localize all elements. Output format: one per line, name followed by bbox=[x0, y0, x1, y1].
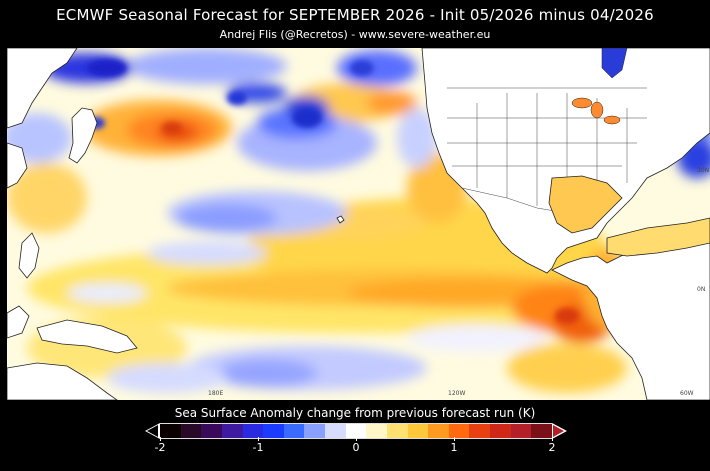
colorbar-segment bbox=[448, 424, 470, 438]
lon-label-180e: 180E bbox=[208, 390, 223, 397]
colorbar-segment bbox=[469, 424, 490, 438]
philippines bbox=[18, 232, 40, 279]
colorbar-segment bbox=[283, 424, 305, 438]
colorbar bbox=[160, 423, 552, 439]
colorbar-segment bbox=[160, 424, 181, 438]
colorbar-segment bbox=[242, 424, 264, 438]
colorbar-tick-label: 2 bbox=[548, 441, 556, 454]
colorbar-segment bbox=[263, 424, 284, 438]
grid-labels: 30N 0N 180E 120W 60W bbox=[208, 167, 709, 397]
new-guinea bbox=[36, 319, 138, 354]
indonesia bbox=[7, 305, 30, 339]
lon-label-120w: 120W bbox=[448, 390, 465, 397]
map-title: ECMWF Seasonal Forecast for SEPTEMBER 20… bbox=[56, 6, 654, 24]
colorbar-tick-label: -2 bbox=[154, 441, 166, 454]
gulf-of-mexico bbox=[548, 175, 710, 257]
sst-anomaly-map: 30N 0N 180E 120W 60W bbox=[7, 48, 710, 400]
colorbar-min-arrow bbox=[145, 423, 160, 439]
colorbar-segment bbox=[325, 424, 346, 438]
land bbox=[7, 48, 710, 400]
colorbar-segment bbox=[531, 424, 552, 438]
north-america bbox=[421, 48, 710, 274]
colorbar-tick bbox=[160, 437, 161, 441]
colorbar-segment bbox=[386, 424, 408, 438]
legend-title: Sea Surface Anomaly change from previous… bbox=[174, 406, 536, 420]
colorbar-tick bbox=[356, 437, 357, 441]
colorbar-segment bbox=[201, 424, 222, 438]
colorbar-tick-label: -1 bbox=[252, 441, 264, 454]
colorbar-tick bbox=[258, 437, 259, 441]
colorbar-tick bbox=[454, 437, 455, 441]
lat-label-30n: 30N bbox=[697, 167, 709, 174]
map-credit: Andrej Flis (@Recretos) - www.severe-wea… bbox=[219, 28, 491, 41]
colorbar-max-arrow bbox=[552, 423, 567, 439]
colorbar-segment bbox=[366, 424, 387, 438]
lon-label-60w: 60W bbox=[680, 390, 694, 397]
colorbar-segment bbox=[407, 424, 429, 438]
political-borders bbox=[447, 87, 647, 214]
australia bbox=[7, 362, 118, 400]
colorbar-segment bbox=[345, 424, 367, 438]
colorbar-tick bbox=[552, 437, 553, 441]
colorbar-segment bbox=[304, 424, 325, 438]
colorbar-segment bbox=[510, 424, 532, 438]
hawaii bbox=[336, 215, 345, 224]
colorbar-tick-label: 0 bbox=[352, 441, 360, 454]
south-america bbox=[551, 232, 710, 400]
lat-label-0n: 0N bbox=[697, 286, 705, 293]
colorbar-segment bbox=[221, 424, 243, 438]
colorbar-tick-label: 1 bbox=[450, 441, 458, 454]
asia bbox=[7, 48, 78, 129]
great-lakes bbox=[571, 97, 621, 125]
japan bbox=[68, 107, 98, 164]
colorbar-segment bbox=[490, 424, 511, 438]
east-asia-coast bbox=[7, 142, 28, 189]
hudson-bay bbox=[601, 48, 628, 79]
colorbar-segment bbox=[180, 424, 202, 438]
map-canvas: 30N 0N 180E 120W 60W bbox=[7, 48, 710, 400]
colorbar-segment bbox=[428, 424, 449, 438]
